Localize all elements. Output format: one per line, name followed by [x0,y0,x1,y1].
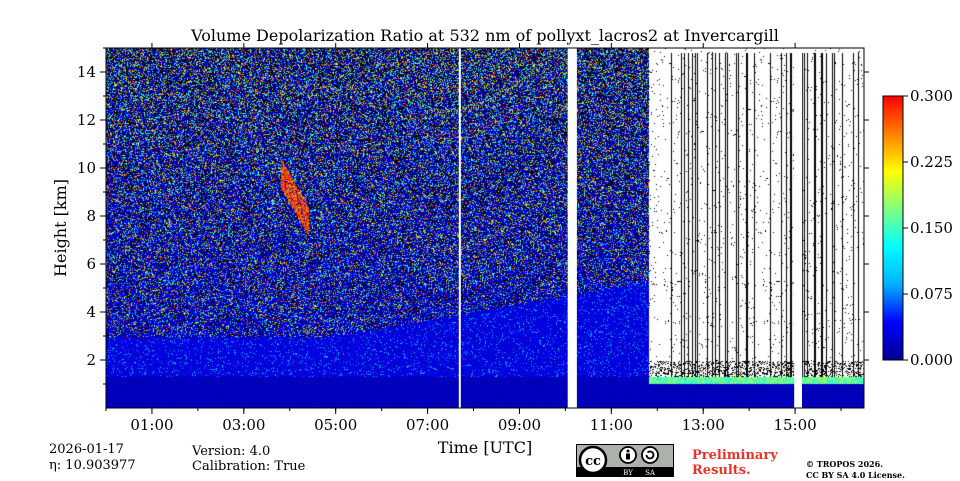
footer-calibration: Calibration: True [192,459,306,474]
preliminary-note: Preliminary Results. [692,448,778,478]
depol-heatmap [106,48,864,408]
x-axis-label: Time [UTC] [438,438,532,457]
y-axis-label: Height [km] [51,179,70,277]
colorbar-gradient [882,95,904,361]
cc-by-sa-logo: cc BY SA [576,444,674,477]
footer-date: 2026-01-17 [49,442,124,457]
by-text: BY [623,469,633,477]
colorbar-tick-label: 0.000 [910,351,953,369]
y-tick-label: 12 [77,111,96,129]
cc-text: cc [585,454,601,469]
chart-title: Volume Depolarization Ratio at 532 nm of… [190,26,779,45]
footer-version: Version: 4.0 [192,444,271,459]
colorbar-tick-label: 0.300 [910,87,953,105]
copyright-line1: © TROPOS 2026. [806,459,883,469]
copyright-note: © TROPOS 2026. CC BY SA 4.0 License. [806,459,905,481]
plot-frame [105,47,865,409]
sa-share-icon [641,446,659,464]
x-tick-label: 13:00 [682,416,725,434]
footer-eta: η: 10.903977 [49,458,136,473]
x-tick-label: 09:00 [498,416,541,434]
colorbar-tick-label: 0.075 [910,285,953,303]
copyright-line2: CC BY SA 4.0 License. [806,470,905,480]
colorbar-tick-label: 0.150 [910,219,953,237]
x-tick-label: 15:00 [773,416,816,434]
data-gap [458,48,461,408]
sa-text: SA [645,469,656,477]
x-tick-label: 07:00 [406,416,449,434]
colorbar-ticks: 0.000 0.075 0.150 0.225 0.300 [903,87,953,369]
preliminary-line1: Preliminary [692,448,778,463]
y-tick-label: 6 [86,255,96,273]
x-tick-label: 03:00 [222,416,265,434]
colorbar-tick-label: 0.225 [910,153,953,171]
y-axis-ticks: 2 4 6 8 10 12 14 [77,47,869,385]
x-tick-label: 05:00 [314,416,357,434]
preliminary-line2: Results. [692,463,751,478]
plot-area [105,47,865,409]
data-gap [794,48,802,408]
data-gaps [458,48,802,408]
y-tick-label: 4 [86,303,96,321]
y-tick-label: 14 [77,63,96,81]
y-tick-label: 10 [77,159,96,177]
colorbar: 0.000 0.075 0.150 0.225 0.300 [882,87,953,369]
x-tick-label: 11:00 [590,416,633,434]
y-tick-label: 2 [86,351,96,369]
x-axis-ticks: 01:00 03:00 05:00 07:00 09:00 11:00 13:00 15:00 [105,43,842,434]
y-tick-label: 8 [86,207,96,225]
data-gap [567,48,577,408]
x-tick-label: 01:00 [130,416,173,434]
